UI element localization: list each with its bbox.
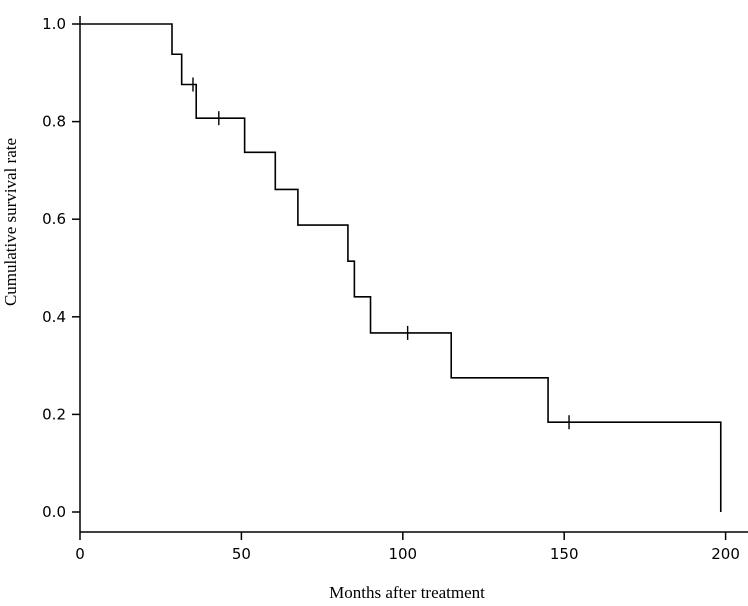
y-tick-label: 0.8 [42,113,66,131]
y-tick-label: 0.6 [42,210,66,228]
x-tick-label: 200 [711,545,740,563]
y-axis-label: Cumulative survival rate [1,138,20,306]
x-tick-label: 150 [550,545,579,563]
x-tick-label: 50 [232,545,251,563]
plot-area [80,23,722,512]
x-tick-label: 100 [388,545,417,563]
x-ticks: 0 50 100 150 200 [75,532,740,563]
x-axis-label: Months after treatment [329,583,485,602]
axes [79,16,748,533]
x-tick-label: 0 [75,545,85,563]
survival-curve [80,23,722,512]
y-tick-label: 0.0 [42,503,66,521]
y-tick-label: 0.2 [42,405,66,423]
y-tick-label: 0.4 [42,308,66,326]
y-ticks: 0.0 0.2 0.4 0.6 0.8 1.0 [42,15,80,521]
y-tick-label: 1.0 [42,15,66,33]
